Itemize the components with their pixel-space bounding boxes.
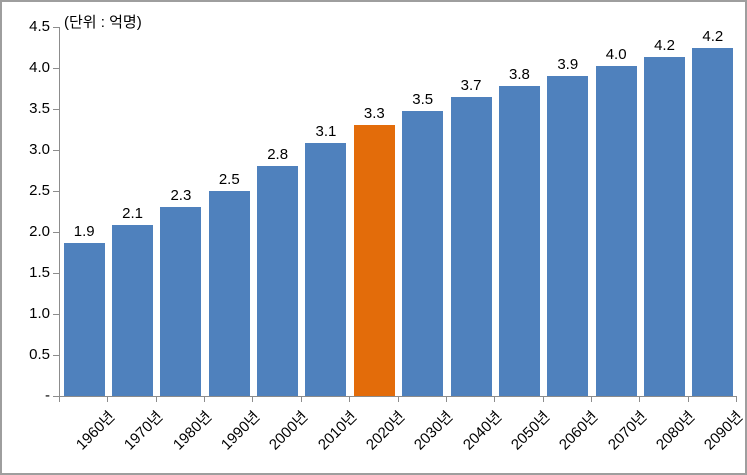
bar-value-label: 3.7 (460, 77, 482, 94)
x-tick-mark (302, 397, 351, 402)
bar (63, 243, 105, 396)
y-tick-mark (53, 273, 59, 274)
bar (643, 57, 685, 396)
bar-group: 2.5 (205, 27, 253, 396)
x-tick-label: 2090년 (700, 408, 747, 454)
y-axis-line (59, 27, 60, 397)
bar-group: 4.2 (689, 27, 737, 396)
x-label-cell: 2090년 (688, 403, 745, 473)
x-tick-mark (640, 397, 689, 402)
bar (257, 166, 299, 396)
bar (450, 97, 492, 396)
x-label-cell: 1990년 (205, 403, 263, 473)
x-label-cell: 1980년 (157, 403, 215, 473)
x-tick-mark (495, 397, 544, 402)
x-tick-mark (205, 397, 254, 402)
y-tick-mark (53, 68, 59, 69)
y-tick-mark (53, 109, 59, 110)
x-tick-mark (157, 397, 206, 402)
bar-value-label: 4.0 (605, 46, 627, 63)
x-label-cell: 1960년 (60, 403, 118, 473)
bar-group: 3.8 (495, 27, 543, 396)
bar-group: 4.0 (592, 27, 640, 396)
x-tick-mark (350, 397, 399, 402)
bar-value-label: 3.1 (315, 123, 337, 140)
bar (112, 225, 154, 396)
y-tick-mark (53, 191, 59, 192)
x-tick-mark (592, 397, 641, 402)
y-tick-mark (53, 355, 59, 356)
bar (160, 207, 202, 396)
x-label-cell: 2050년 (495, 403, 553, 473)
x-tick-mark (399, 397, 447, 402)
x-axis-line (53, 396, 737, 397)
bar (208, 191, 250, 396)
bar-group: 3.7 (447, 27, 495, 396)
x-label-cell: 2010년 (302, 403, 360, 473)
y-tick-mark (53, 232, 59, 233)
bar-group: 3.1 (302, 27, 350, 396)
y-tick-label: 3.0 (29, 141, 50, 158)
y-tick-label: 2.0 (29, 223, 50, 240)
bar-value-label: 4.2 (702, 28, 724, 45)
bar-group: 2.1 (108, 27, 156, 396)
bar-value-label: 3.3 (363, 105, 385, 122)
y-tick-label: - (45, 387, 50, 404)
x-label-cell: 2040년 (447, 403, 505, 473)
y-tick-label: 0.5 (29, 346, 50, 363)
bar (305, 143, 347, 396)
bar (595, 66, 637, 396)
y-tick-mark (53, 314, 59, 315)
x-tick-mark (447, 397, 496, 402)
x-axis-labels: 1960년 1970년 1980년 1990년 2000년 2010년 2020… (60, 403, 745, 473)
x-label-cell: 2080년 (640, 403, 698, 473)
bar-value-label: 2.5 (218, 171, 240, 188)
bar-value-label: 2.8 (267, 146, 289, 163)
x-tick-mark (544, 397, 592, 402)
y-tick-mark (53, 27, 59, 28)
bar-group: 3.3 (350, 27, 398, 396)
bar-group: 3.9 (544, 27, 592, 396)
x-label-cell: 2060년 (543, 403, 601, 473)
bar (402, 111, 444, 396)
y-tick-label: 4.0 (29, 59, 50, 76)
y-tick-label: 4.5 (29, 18, 50, 35)
bar-value-label: 2.3 (170, 187, 192, 204)
x-label-cell: 2070년 (592, 403, 650, 473)
plot-area: 1.9 2.1 2.3 2.5 2.8 3.1 3.3 3.5 (60, 27, 737, 396)
y-tick-label: 1.0 (29, 305, 50, 322)
y-tick-label: 1.5 (29, 264, 50, 281)
x-label-cell: 2020년 (350, 403, 408, 473)
bar (692, 48, 734, 396)
bar-value-label: 3.5 (412, 91, 434, 108)
bar-value-label: 3.9 (557, 56, 579, 73)
bar-group: 2.8 (253, 27, 301, 396)
bar-highlighted (353, 125, 395, 396)
bar-value-label: 1.9 (73, 223, 95, 240)
bar-group: 1.9 (60, 27, 108, 396)
bar (498, 86, 540, 396)
y-tick-label: 2.5 (29, 182, 50, 199)
x-label-cell: 2000년 (253, 403, 311, 473)
x-tick-mark (60, 397, 109, 402)
y-tick-label: 3.5 (29, 100, 50, 117)
x-tick-mark (689, 397, 738, 402)
bar-value-label: 2.1 (122, 205, 143, 222)
bar-value-label: 4.2 (654, 37, 675, 54)
bar-group: 4.2 (640, 27, 688, 396)
bar-value-label: 3.8 (508, 66, 530, 83)
bar (547, 76, 589, 396)
bar-group: 3.5 (399, 27, 447, 396)
x-label-cell: 2030년 (398, 403, 456, 473)
x-tick-mark (253, 397, 302, 402)
y-tick-mark (53, 150, 59, 151)
x-tick-mark (108, 397, 157, 402)
x-label-cell: 1970년 (108, 403, 166, 473)
bar-group: 2.3 (157, 27, 205, 396)
unit-label: (단위 : 억명) (64, 14, 142, 31)
x-axis-ticks (59, 397, 738, 402)
y-tick-mark (53, 396, 59, 397)
